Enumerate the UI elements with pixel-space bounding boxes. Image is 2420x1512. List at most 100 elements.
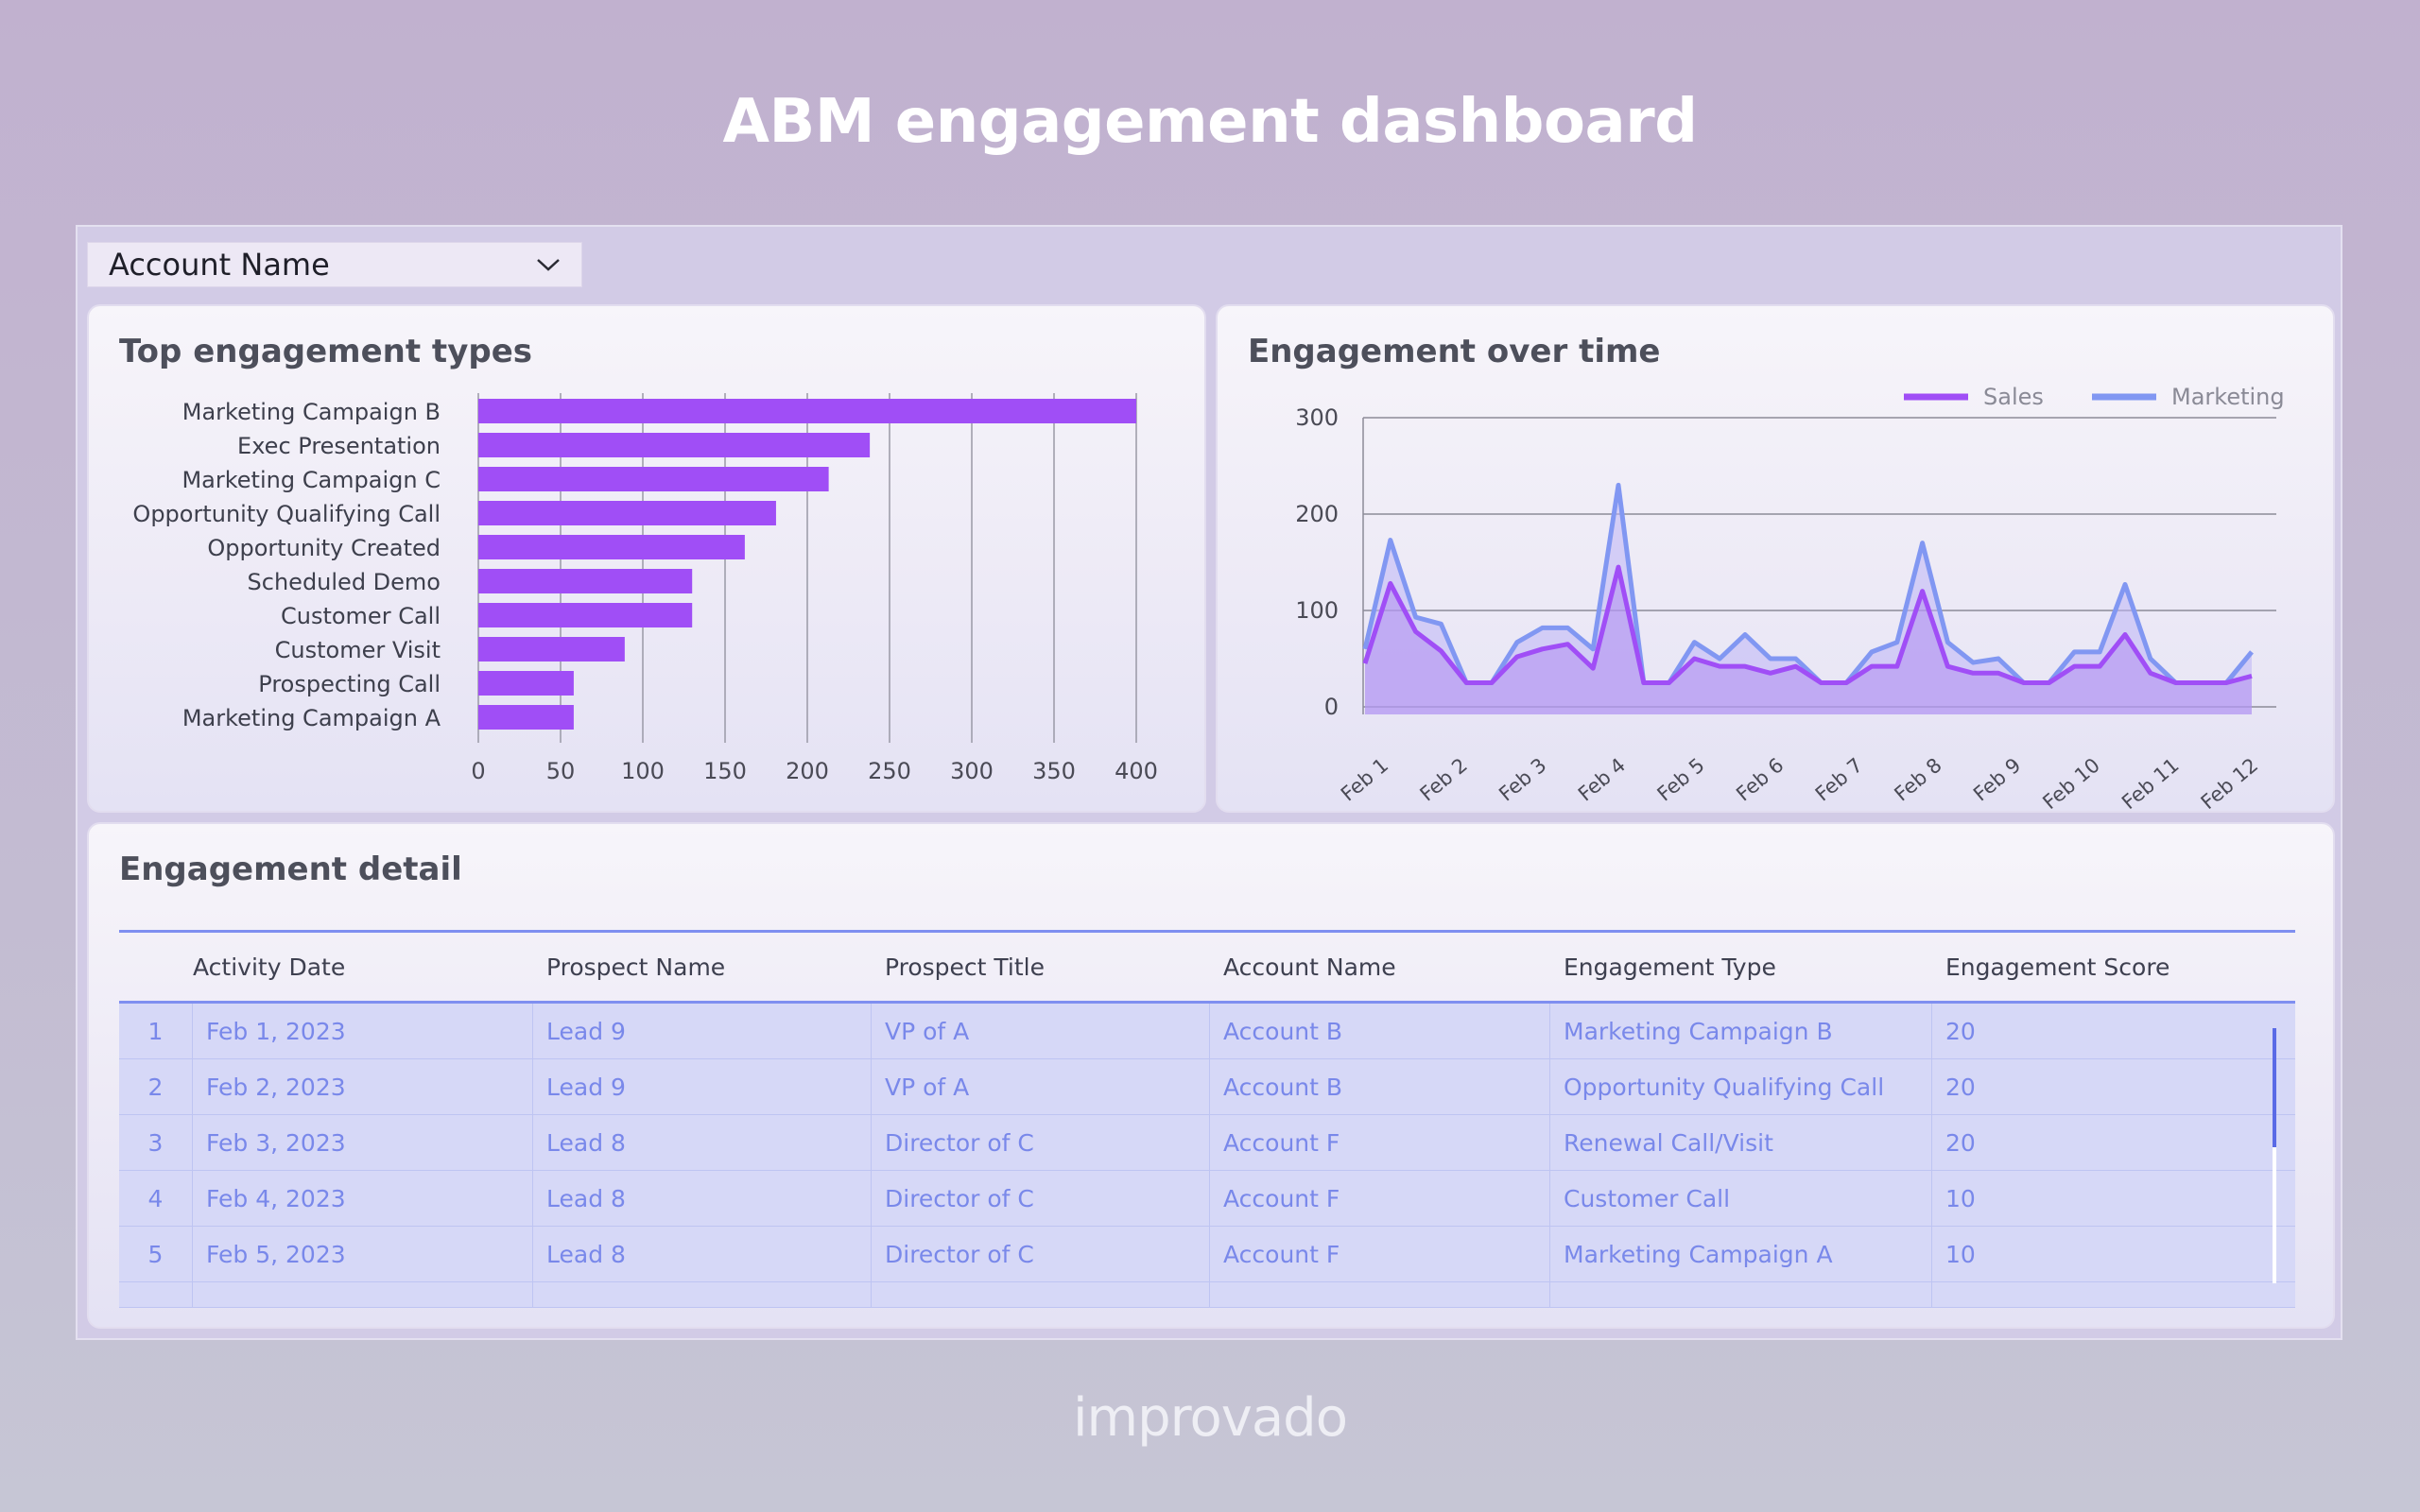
bar-category-label: Marketing Campaign B (182, 399, 441, 425)
row-index: 5 (119, 1227, 193, 1281)
cell-engagement-type: Marketing Campaign A (1550, 1227, 1932, 1281)
header-prospect-name[interactable]: Prospect Name (546, 953, 726, 981)
cell-empty (1550, 1282, 1932, 1307)
line-x-tick-label: Feb 5 (1653, 753, 1709, 805)
engagement-over-time-card: Engagement over time 300 200 100 0 Feb 1 Feb … (1216, 304, 2335, 814)
line-x-tick-label: Feb 8 (1890, 753, 1945, 805)
line-x-tick-label: Feb 1 (1337, 753, 1392, 805)
line-y-tick-label: 0 (1324, 694, 1339, 720)
cell-prospect-title: VP of A (872, 1059, 1210, 1114)
line-y-tick-label: 200 (1295, 501, 1339, 527)
bar-chart: 0 50 100 150 200 250 300 350 400 Marketing Campai… (132, 393, 1158, 784)
line-x-tick-label: Feb 2 (1416, 753, 1472, 805)
cell-empty (193, 1282, 533, 1307)
header-index (119, 933, 193, 1001)
header-activity-date[interactable]: Activity Date (193, 953, 346, 981)
line-chart: 300 200 100 0 Feb 1 Feb 2 Feb 3 Feb 4 Feb 5 Feb 6… (1295, 384, 2285, 814)
bar (478, 501, 776, 525)
cell-account-name: Account F (1210, 1227, 1550, 1281)
cell-activity-date: Feb 4, 2023 (193, 1171, 533, 1226)
cell-account-name: Account B (1210, 1059, 1550, 1114)
engagement-detail-card: Engagement detail Activity Date Prospect… (87, 822, 2335, 1329)
table-scrollbar-thumb[interactable] (2273, 1028, 2276, 1147)
account-name-filter[interactable]: Account Name (87, 242, 582, 287)
header-account-name[interactable]: Account Name (1223, 953, 1396, 981)
bar-category-label: Opportunity Created (207, 535, 441, 561)
line-x-tick-label: Feb 12 (2197, 753, 2262, 814)
cell-prospect-title: Director of C (872, 1115, 1210, 1170)
cell-engagement-type: Marketing Campaign B (1550, 1004, 1932, 1058)
line-x-tick-label: Feb 4 (1574, 753, 1630, 805)
cell-prospect-name: Lead 8 (533, 1115, 872, 1170)
page-title: ABM engagement dashboard (722, 87, 1699, 157)
bar-x-tick-label: 100 (621, 758, 665, 784)
bar-x-tick-label: 300 (950, 758, 994, 784)
row-index: 1 (119, 1004, 193, 1058)
table-top-rule (119, 930, 2295, 933)
header-engagement-type[interactable]: Engagement Type (1564, 953, 1776, 981)
cell-empty (119, 1282, 193, 1307)
cell-account-name: Account F (1210, 1115, 1550, 1170)
row-index: 4 (119, 1171, 193, 1226)
bar (478, 671, 574, 696)
bar-x-tick-label: 200 (786, 758, 829, 784)
bar-x-tick-label: 0 (471, 758, 485, 784)
bar-category-label: Customer Call (281, 603, 441, 629)
bar (478, 705, 574, 730)
table-scrollbar-track[interactable] (2273, 1028, 2276, 1283)
bar-x-tick-label: 250 (868, 758, 911, 784)
table-row[interactable]: 2 Feb 2, 2023 Lead 9 VP of A Account B O… (119, 1059, 2295, 1115)
bar-x-tick-label: 150 (703, 758, 747, 784)
table-row[interactable]: 4 Feb 4, 2023 Lead 8 Director of C Accou… (119, 1171, 2295, 1227)
chevron-down-icon (537, 259, 560, 271)
line-x-tick-label: Feb 7 (1811, 753, 1867, 805)
cell-activity-date: Feb 2, 2023 (193, 1059, 533, 1114)
cell-engagement-score: 20 (1945, 1128, 1976, 1157)
line-x-tick-label: Feb 11 (2118, 753, 2183, 814)
header-engagement-score[interactable]: Engagement Score (1945, 953, 2170, 981)
header-prospect-title[interactable]: Prospect Title (885, 953, 1046, 981)
table-row[interactable]: 3 Feb 3, 2023 Lead 8 Director of C Accou… (119, 1115, 2295, 1171)
account-name-filter-label: Account Name (109, 247, 330, 283)
cell-engagement-type: Customer Call (1550, 1171, 1932, 1226)
bar-category-label: Customer Visit (275, 637, 441, 663)
cell-empty (1932, 1282, 2295, 1307)
cell-activity-date: Feb 3, 2023 (193, 1115, 533, 1170)
row-index: 3 (119, 1115, 193, 1170)
top-engagement-types-title: Top engagement types (119, 333, 532, 370)
cell-engagement-score: 20 (1945, 1017, 1976, 1045)
bar-category-label: Marketing Campaign A (182, 705, 441, 731)
table-header: Activity Date Prospect Name Prospect Tit… (119, 933, 2295, 1001)
bar (478, 399, 1136, 423)
bar (478, 433, 871, 457)
table-body: 1 Feb 1, 2023 Lead 9 VP of A Account B M… (119, 1001, 2295, 1308)
improvado-logo: improvado (1073, 1387, 1348, 1449)
line-x-tick-label: Feb 10 (2038, 753, 2103, 814)
cell-prospect-title: Director of C (872, 1227, 1210, 1281)
bar (478, 467, 829, 491)
cell-prospect-name: Lead 8 (533, 1227, 872, 1281)
line-x-tick-label: Feb 6 (1732, 753, 1788, 805)
line-x-tick-label: Feb 3 (1495, 753, 1550, 805)
engagement-over-time-title: Engagement over time (1248, 333, 1661, 370)
cell-engagement-type: Opportunity Qualifying Call (1550, 1059, 1932, 1114)
cell-account-name: Account F (1210, 1171, 1550, 1226)
cell-prospect-name: Lead 9 (533, 1004, 872, 1058)
legend-label-sales: Sales (1983, 384, 2044, 410)
line-y-tick-label: 100 (1295, 597, 1339, 624)
table-row[interactable]: 1 Feb 1, 2023 Lead 9 VP of A Account B M… (119, 1004, 2295, 1059)
cell-engagement-type: Renewal Call/Visit (1550, 1115, 1932, 1170)
cell-activity-date: Feb 1, 2023 (193, 1004, 533, 1058)
cell-engagement-score: 10 (1945, 1240, 1976, 1268)
bar-category-label: Marketing Campaign C (182, 467, 441, 493)
table-row[interactable]: 5 Feb 5, 2023 Lead 8 Director of C Accou… (119, 1227, 2295, 1282)
bar-x-tick-label: 400 (1115, 758, 1158, 784)
table-row-partial (119, 1282, 2295, 1308)
bar (478, 535, 745, 559)
cell-prospect-name: Lead 9 (533, 1059, 872, 1114)
bar (478, 603, 693, 627)
series-line-sales (1362, 564, 2253, 685)
dashboard-frame: Account Name Top engagement types 0 50 100… (76, 225, 2342, 1340)
cell-prospect-title: Director of C (872, 1171, 1210, 1226)
legend-label-marketing: Marketing (2171, 384, 2285, 410)
